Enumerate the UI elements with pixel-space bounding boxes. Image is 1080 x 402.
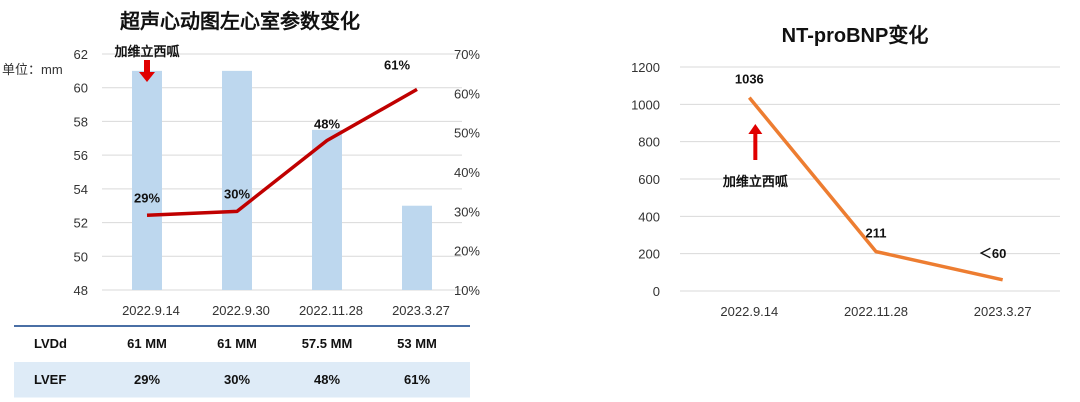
y-tick-label: 60 <box>74 81 88 96</box>
lvdd-bar <box>222 70 252 290</box>
y-tick-label: 200 <box>638 247 660 262</box>
ntprobnp-data-label: ＜60 <box>979 246 1006 261</box>
x-tick-label: 2022.9.30 <box>212 303 270 318</box>
x-tick-label: 2022.11.28 <box>299 303 363 318</box>
y2-tick-label: 40% <box>454 165 480 180</box>
y2-tick-label: 60% <box>454 86 480 101</box>
ntprobnp-data-label: 211 <box>866 226 887 241</box>
y-tick-label: 800 <box>638 135 660 150</box>
left-x-axis-ticks: 2022.9.14 2022.9.30 2022.11.28 2023.3.27 <box>122 303 450 318</box>
table-row-header: LVEF <box>34 372 66 387</box>
x-tick-label: 2022.11.28 <box>844 304 908 319</box>
y-tick-label: 1200 <box>631 60 660 75</box>
lvef-data-label: 48% <box>314 117 340 132</box>
left-annotation-text: 加维立西呱 <box>113 44 179 59</box>
arrow-head <box>748 124 763 134</box>
table-cell: 53 MM <box>397 336 437 351</box>
lvdd-bar <box>132 70 162 290</box>
left-chart-title: 超声心动图左心室参数变化 <box>119 9 360 33</box>
left-y-axis-ticks: 48 50 52 54 56 58 60 62 <box>74 47 88 298</box>
y-tick-label: 54 <box>74 182 88 197</box>
echocardiography-panel: 超声心动图左心室参数变化 单位：mm 48 50 52 54 56 58 60 62 10% 2… <box>0 0 582 402</box>
y-tick-label: 62 <box>74 47 88 62</box>
right-chart-title: NT-proBNP变化 <box>782 23 929 47</box>
y2-tick-label: 50% <box>454 126 480 141</box>
right-annotation-arrow-icon <box>748 124 763 160</box>
table-row-bg <box>14 362 470 398</box>
ntprobnp-line <box>747 96 1004 282</box>
y-tick-label: 48 <box>74 283 88 298</box>
echocardiography-chart: 超声心动图左心室参数变化 单位：mm 48 50 52 54 56 58 60 62 10% 2… <box>2 9 582 399</box>
lvef-data-labels: 29% 30% 48% 61% <box>134 57 410 205</box>
ntprobnp-panel: NT-proBNP变化 0 200 400 600 800 1000 1200 2022.9… <box>610 0 1080 402</box>
y-tick-label: 600 <box>638 172 660 187</box>
ntprobnp-data-label: 1036 <box>735 72 764 87</box>
left-annotation-arrow-icon <box>139 60 155 82</box>
right-annotation-text: 加维立西呱 <box>722 174 788 189</box>
table-cell: 30% <box>224 372 250 387</box>
arrow-shaft <box>753 133 758 160</box>
lvef-data-label: 61% <box>384 57 410 72</box>
table-cell: 61 MM <box>217 336 257 351</box>
table-row-header: LVDd <box>34 336 67 351</box>
table-cell: 48% <box>314 372 340 387</box>
y-tick-label: 1000 <box>631 97 660 112</box>
lvdd-bar <box>402 205 432 290</box>
table-cell: 57.5 MM <box>302 336 353 351</box>
ntprobnp-chart: NT-proBNP变化 0 200 400 600 800 1000 1200 2022.9… <box>631 23 1060 319</box>
right-y-axis-ticks: 0 200 400 600 800 1000 1200 <box>631 60 660 299</box>
x-tick-label: 2022.9.14 <box>122 303 180 318</box>
x-tick-label: 2022.9.14 <box>720 304 778 319</box>
lvef-line <box>146 87 418 218</box>
y2-tick-label: 70% <box>454 47 480 62</box>
lvef-data-label: 29% <box>134 190 160 205</box>
y2-tick-label: 10% <box>454 283 480 298</box>
y-tick-label: 58 <box>74 114 88 129</box>
right-grid <box>680 66 1060 292</box>
table-cell: 29% <box>134 372 160 387</box>
x-tick-label: 2023.3.27 <box>974 304 1032 319</box>
y-tick-label: 50 <box>74 249 88 264</box>
lvef-data-label: 30% <box>224 186 250 201</box>
y-tick-label: 52 <box>74 216 88 231</box>
data-table: LVDd 61 MM 61 MM 57.5 MM 53 MM LVEF 29% 30% 48% 6… <box>14 325 470 399</box>
left-y2-axis-ticks: 10% 20% 30% 40% 50% 60% 70% <box>454 47 480 298</box>
table-cell: 61% <box>404 372 430 387</box>
arrow-head <box>139 72 155 82</box>
left-unit-label: 单位：mm <box>2 62 63 77</box>
ntprobnp-data-labels: 1036 211 ＜60 <box>735 72 1007 261</box>
right-x-axis-ticks: 2022.9.14 2022.11.28 2023.3.27 <box>720 304 1031 319</box>
x-tick-label: 2023.3.27 <box>392 303 450 318</box>
table-cell: 61 MM <box>127 336 167 351</box>
y-tick-label: 0 <box>653 284 660 299</box>
lvdd-bars <box>132 70 432 290</box>
ntprobnp-polyline <box>747 96 1004 282</box>
arrow-shaft <box>144 60 150 73</box>
y-tick-label: 400 <box>638 209 660 224</box>
y2-tick-label: 20% <box>454 244 480 259</box>
y2-tick-label: 30% <box>454 204 480 219</box>
lvef-polyline <box>146 87 418 218</box>
lvdd-bar <box>312 129 342 290</box>
y-tick-label: 56 <box>74 148 88 163</box>
